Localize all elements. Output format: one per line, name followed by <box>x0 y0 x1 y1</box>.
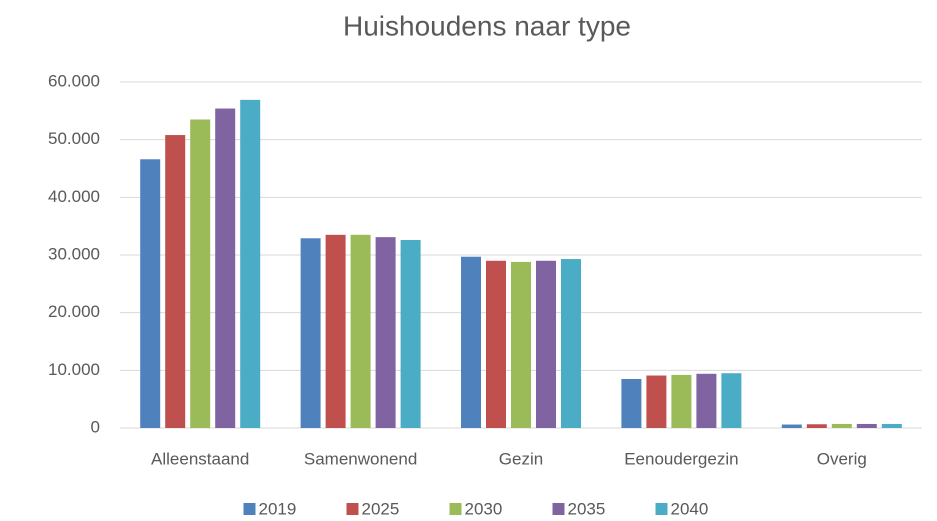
bar <box>300 238 321 428</box>
bar <box>215 108 236 428</box>
x-tick-label: Gezin <box>499 449 543 468</box>
bar <box>621 378 642 428</box>
bar <box>350 234 371 428</box>
bar <box>561 259 581 428</box>
y-tick-label: 20.000 <box>48 302 100 321</box>
x-tick-label: Eenoudergezin <box>624 449 738 468</box>
bar <box>696 373 717 428</box>
bar <box>165 135 186 428</box>
y-tick-label: 10.000 <box>48 360 100 379</box>
bar <box>646 375 667 428</box>
bar <box>536 260 556 428</box>
bar <box>721 373 742 428</box>
y-tick-label: 50.000 <box>48 129 100 148</box>
bar <box>831 423 852 428</box>
legend-swatch <box>655 503 668 515</box>
y-tick-label: 40.000 <box>48 187 100 206</box>
bar <box>856 423 877 428</box>
legend-label: 2030 <box>465 499 503 518</box>
bar <box>671 374 692 428</box>
bar <box>190 119 211 428</box>
legend-label: 2025 <box>362 499 400 518</box>
legend-label: 2040 <box>671 499 709 518</box>
bar <box>881 423 902 428</box>
legend-label: 2035 <box>568 499 606 518</box>
chart-title: Huishoudens naar type <box>343 10 631 41</box>
bar <box>140 159 161 429</box>
bar <box>240 99 261 429</box>
legend-swatch <box>346 503 359 515</box>
bar <box>461 256 481 428</box>
y-tick-label: 30.000 <box>48 244 100 263</box>
x-tick-label: Samenwonend <box>304 449 417 468</box>
bar <box>806 424 827 428</box>
legend-swatch <box>552 503 565 515</box>
bar <box>781 424 802 428</box>
legend-swatch <box>243 503 256 515</box>
y-tick-label: 0 <box>91 417 100 436</box>
legend-swatch <box>449 503 462 515</box>
x-tick-label: Alleenstaand <box>151 449 249 468</box>
y-tick-label: 60.000 <box>48 71 100 90</box>
bar <box>375 237 396 428</box>
bar <box>511 261 531 428</box>
bar <box>486 260 506 428</box>
bar <box>325 234 346 428</box>
legend-label: 2019 <box>259 499 297 518</box>
x-tick-label: Overig <box>817 449 867 468</box>
bar <box>400 240 421 428</box>
